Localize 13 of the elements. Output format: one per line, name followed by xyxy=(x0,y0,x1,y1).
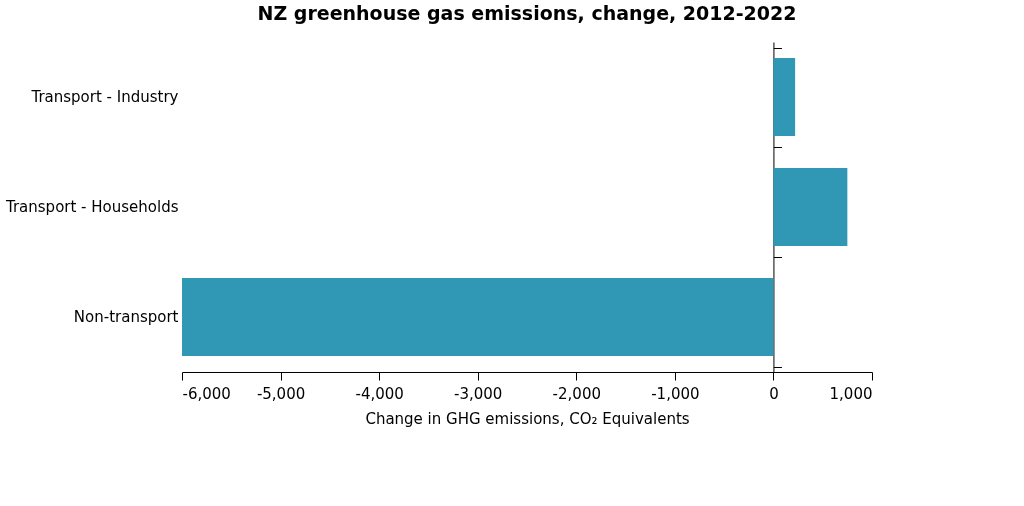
y-tick-label: Transport - Households xyxy=(4,198,179,216)
x-tick-label: -5,000 xyxy=(256,384,306,403)
x-tick-label: -3,000 xyxy=(454,384,503,403)
x-axis-title: Change in GHG emissions, CO₂ Equivalents xyxy=(365,409,690,428)
y-tick-label: Non-transport xyxy=(73,308,179,326)
x-tick-label: 0 xyxy=(769,384,779,403)
x-tick-label: 1,000 xyxy=(829,384,873,403)
x-tick-label: -1,000 xyxy=(651,384,700,403)
x-tick-label: -2,000 xyxy=(552,384,601,403)
x-tick-label: -4,000 xyxy=(355,384,404,403)
y-tick-label: Transport - Industry xyxy=(30,88,179,106)
x-tick-label: -6,000 xyxy=(182,384,231,403)
chart-title: NZ greenhouse gas emissions, change, 2012-2022 xyxy=(257,2,797,24)
